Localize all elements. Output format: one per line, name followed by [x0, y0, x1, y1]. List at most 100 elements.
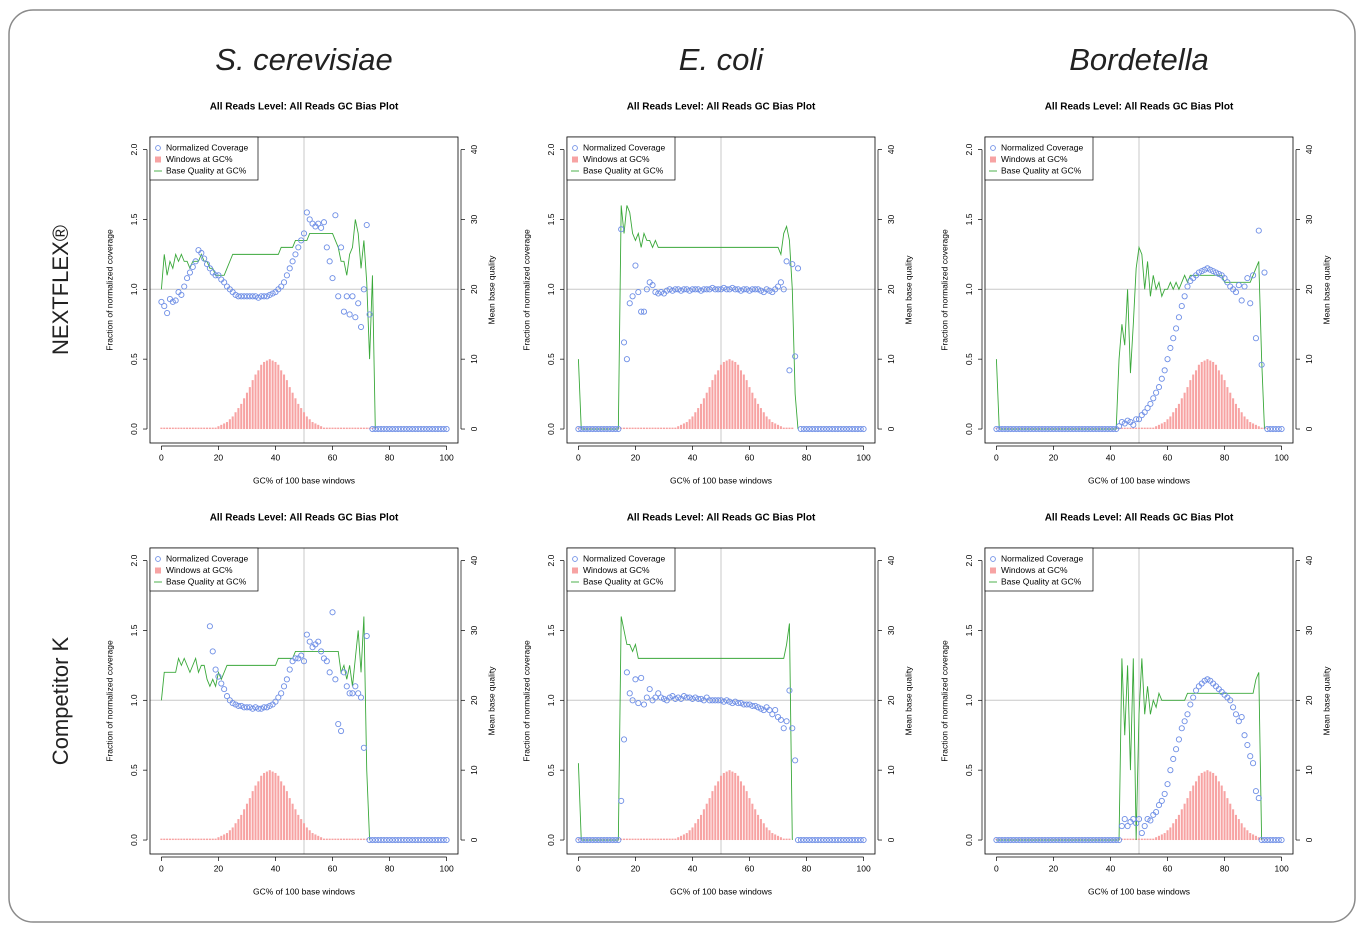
coverage-point — [623, 669, 630, 676]
legend-box — [984, 136, 1094, 181]
bar — [325, 427, 328, 430]
bar — [722, 361, 725, 430]
bar — [263, 772, 266, 841]
coverage-point — [1250, 760, 1257, 767]
bar — [737, 364, 740, 430]
coverage-point — [697, 287, 705, 294]
legend-label: Windows at GC% — [166, 154, 233, 164]
bar — [225, 833, 229, 841]
x-tick-label: 100 — [856, 863, 870, 873]
bar — [1175, 819, 1178, 841]
bar — [183, 427, 186, 430]
bar — [348, 427, 351, 430]
coverage-point — [169, 298, 176, 305]
bar — [1209, 360, 1212, 430]
bar — [1206, 770, 1209, 841]
x-tick-label: 20 — [214, 452, 224, 462]
coverage-point — [1241, 283, 1248, 290]
bar — [291, 392, 294, 430]
coverage-point — [837, 836, 844, 844]
bar — [774, 834, 777, 841]
x-tick-label: 60 — [328, 863, 338, 873]
bar — [688, 419, 691, 430]
coverage-point — [1181, 293, 1188, 300]
x-tick-label: 80 — [802, 452, 812, 462]
coverage-point — [1064, 425, 1071, 433]
coverage-point — [329, 609, 336, 616]
bar — [625, 838, 628, 841]
coverage-point — [261, 293, 268, 300]
plot-box — [149, 136, 459, 444]
x-tick-label: 100 — [1274, 863, 1288, 873]
bar — [308, 419, 311, 430]
coverage-point — [1058, 836, 1066, 844]
coverage-point — [746, 701, 753, 708]
bar — [174, 838, 177, 841]
y2-axis-label: Mean base quality — [903, 666, 913, 736]
coverage-point — [1155, 384, 1163, 391]
coverage-point — [612, 836, 619, 844]
x-tick-label: 40 — [688, 863, 698, 873]
bar — [171, 427, 174, 430]
bar — [777, 835, 780, 841]
coverage-point — [1090, 836, 1097, 844]
bar — [759, 819, 762, 841]
coverage-point — [575, 836, 582, 844]
coverage-point — [797, 836, 804, 844]
coverage-point — [1093, 425, 1100, 433]
legend-label: Windows at GC% — [166, 565, 233, 575]
bar — [1143, 838, 1146, 841]
bar — [697, 408, 700, 430]
coverage-point — [1038, 836, 1046, 844]
coverage-point — [1118, 823, 1125, 830]
x-tick-label: 60 — [745, 452, 755, 462]
bar — [351, 838, 354, 841]
bar — [1226, 798, 1229, 841]
coverage-point — [403, 836, 410, 844]
coverage-point — [780, 725, 787, 732]
coverage-point — [715, 286, 722, 293]
coverage-point — [1135, 416, 1143, 423]
bar — [748, 387, 751, 430]
coverage-point — [161, 303, 168, 310]
y-tick-label: 0.5 — [546, 764, 556, 776]
bar — [774, 423, 777, 430]
coverage-point — [164, 310, 171, 317]
bar — [1123, 838, 1126, 841]
panel: All Reads Level: All Reads GC Bias Plot G… — [104, 513, 496, 897]
y-tick-label: 2.0 — [546, 143, 556, 155]
bar — [354, 427, 357, 430]
coverage-point — [1076, 425, 1083, 433]
coverage-point — [346, 690, 353, 697]
bar — [714, 374, 717, 430]
coverage-point — [278, 690, 285, 697]
bar — [1232, 398, 1235, 430]
coverage-point — [1141, 823, 1148, 830]
coverage-point — [603, 836, 610, 844]
bar — [268, 359, 271, 430]
y-axis-label: Fraction of normalized coverage — [104, 640, 114, 762]
coverage-point — [789, 725, 796, 732]
column-title: Bordetella — [1069, 42, 1209, 77]
bar — [1203, 360, 1206, 430]
coverage-point — [1227, 697, 1234, 704]
bar — [1126, 427, 1129, 430]
quality-line — [577, 205, 799, 430]
y-tick-label: 1.0 — [964, 694, 974, 706]
coverage-point — [440, 425, 447, 433]
coverage-point — [737, 700, 745, 707]
coverage-point — [1076, 836, 1083, 844]
y-tick-label: 0.5 — [964, 764, 974, 776]
coverage-point — [252, 293, 259, 300]
bar — [257, 781, 260, 841]
coverage-point — [1272, 836, 1279, 844]
coverage-point — [777, 279, 784, 286]
coverage-point — [206, 265, 213, 272]
bar — [648, 838, 651, 841]
bar — [1132, 838, 1135, 841]
coverage-point — [663, 287, 670, 294]
coverage-point — [409, 425, 416, 433]
bar — [291, 803, 294, 841]
bar — [1186, 798, 1189, 841]
coverage-point — [212, 272, 219, 279]
